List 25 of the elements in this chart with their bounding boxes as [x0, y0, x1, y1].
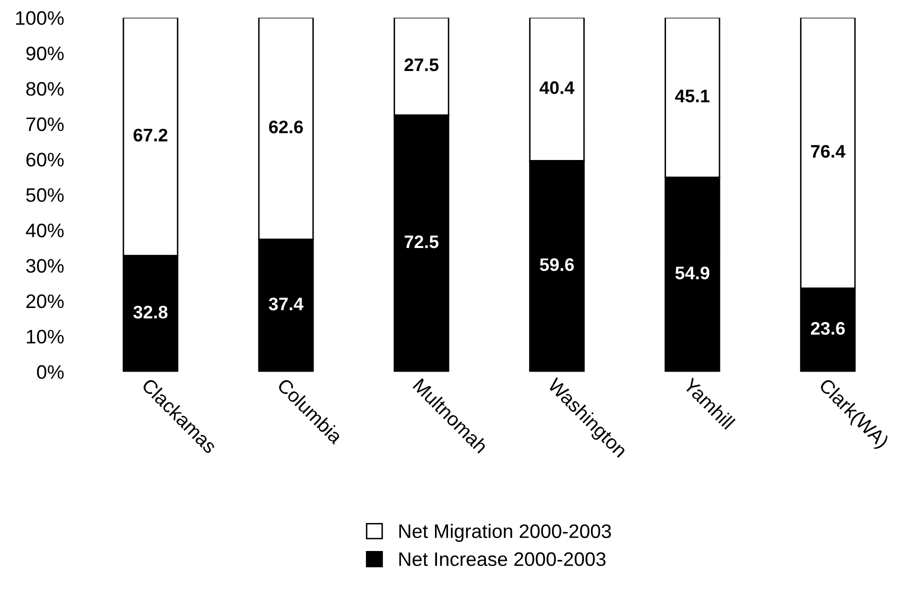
- data-label: 37.4: [268, 298, 304, 310]
- y-tick-label: 0%: [37, 365, 64, 379]
- y-tick-label: 30%: [26, 258, 64, 273]
- data-label: 23.6: [810, 322, 845, 335]
- y-tick-label: 40%: [26, 224, 64, 238]
- data-label: 62.6: [269, 120, 303, 134]
- data-label: 76.4: [811, 144, 846, 158]
- data-label: 40.4: [540, 81, 574, 94]
- y-tick-label: 90%: [26, 46, 64, 60]
- data-label: 59.6: [540, 258, 574, 272]
- y-tick-label: 50%: [26, 188, 64, 202]
- data-label: 72.5: [404, 235, 439, 248]
- y-tick-label: 70%: [26, 117, 64, 132]
- data-label: 54.9: [675, 266, 710, 280]
- legend-label: Net Increase 2000-2003: [399, 552, 606, 566]
- y-tick-label: 20%: [26, 294, 64, 308]
- data-label: 27.5: [404, 58, 439, 72]
- data-label: 67.2: [134, 128, 168, 142]
- y-tick-label: 60%: [26, 152, 64, 167]
- data-label: 45.1: [675, 90, 710, 102]
- y-tick-label: 10%: [26, 330, 64, 344]
- data-label: 32.8: [133, 306, 168, 319]
- y-tick-label: 100%: [16, 11, 64, 25]
- y-tick-label: 80%: [26, 82, 64, 96]
- legend-label: Net Migration 2000-2003: [399, 524, 611, 542]
